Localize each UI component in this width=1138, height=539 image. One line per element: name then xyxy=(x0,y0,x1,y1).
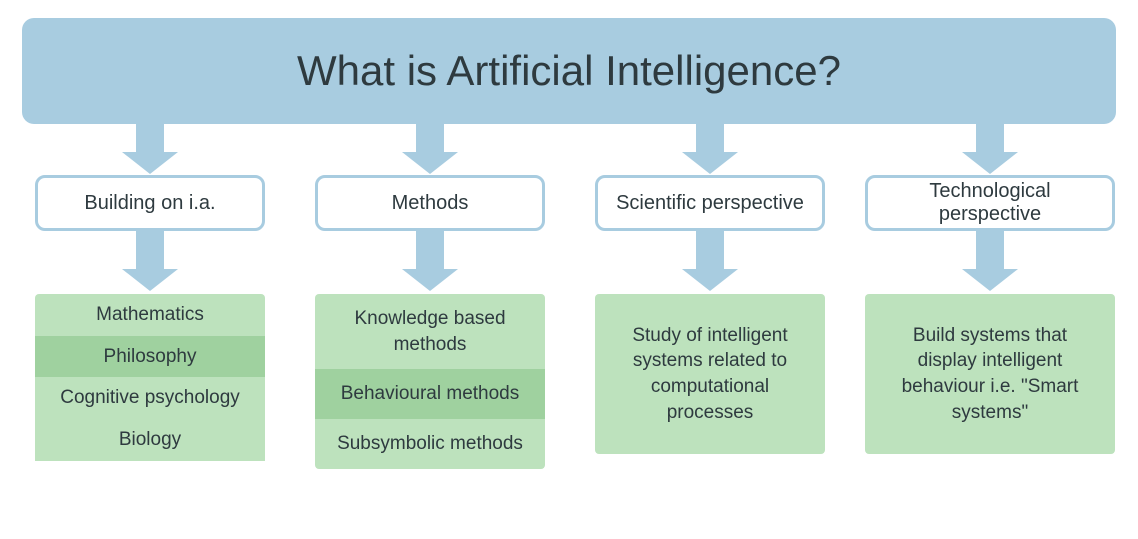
arrow-stem xyxy=(136,231,164,269)
header-box: What is Artificial Intelligence? xyxy=(22,18,1116,124)
list-item: Philosophy xyxy=(35,336,265,378)
arrow-head-icon xyxy=(402,269,458,291)
arrow-head-icon xyxy=(122,152,178,174)
list-item: Cognitive psychology xyxy=(35,377,265,419)
category-label: Methods xyxy=(392,192,469,215)
list-item-text: Behavioural methods xyxy=(341,383,520,404)
content-paragraph: Study of intelligent systems related to … xyxy=(609,317,811,432)
list-item-text: Subsymbolic methods xyxy=(337,433,523,454)
list-item-text: Biology xyxy=(119,429,181,450)
category-label: Technological perspective xyxy=(876,180,1104,226)
category-label: Building on i.a. xyxy=(84,192,215,215)
list-item: Biology xyxy=(35,419,265,461)
arrow-head-icon xyxy=(962,152,1018,174)
category-box-methods: Methods xyxy=(315,175,545,231)
list-item-text: Knowledge based methods xyxy=(354,308,505,355)
arrow-head-icon xyxy=(122,269,178,291)
arrow-head-icon xyxy=(962,269,1018,291)
arrow-head-icon xyxy=(682,269,738,291)
header-title: What is Artificial Intelligence? xyxy=(297,47,841,95)
arrow-stem xyxy=(976,231,1004,269)
content-box-scientific: Study of intelligent systems related to … xyxy=(595,294,825,454)
category-box-scientific: Scientific perspective xyxy=(595,175,825,231)
content-box-methods: Knowledge based methods Behavioural meth… xyxy=(315,294,545,469)
content-paragraph: Build systems that display intelligent b… xyxy=(879,317,1101,432)
arrow-head-icon xyxy=(682,152,738,174)
arrow-stem xyxy=(976,124,1004,152)
list-item: Behavioural methods xyxy=(315,369,545,419)
content-box-technological: Build systems that display intelligent b… xyxy=(865,294,1115,454)
arrow-head-icon xyxy=(402,152,458,174)
arrow-stem xyxy=(696,124,724,152)
list-item: Mathematics xyxy=(35,294,265,336)
category-box-building: Building on i.a. xyxy=(35,175,265,231)
list-item-text: Mathematics xyxy=(96,304,204,325)
list-item: Knowledge based methods xyxy=(315,294,545,369)
arrow-stem xyxy=(696,231,724,269)
content-box-building: Mathematics Philosophy Cognitive psychol… xyxy=(35,294,265,461)
list-item: Subsymbolic methods xyxy=(315,419,545,469)
category-label: Scientific perspective xyxy=(616,192,804,215)
arrow-stem xyxy=(416,231,444,269)
list-item-text: Cognitive psychology xyxy=(60,387,240,408)
arrow-stem xyxy=(416,124,444,152)
category-box-technological: Technological perspective xyxy=(865,175,1115,231)
arrow-stem xyxy=(136,124,164,152)
list-item-text: Philosophy xyxy=(104,346,197,367)
